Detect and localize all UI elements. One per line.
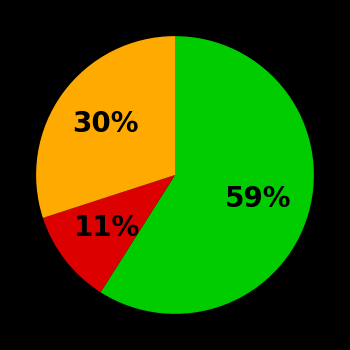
Wedge shape — [36, 36, 175, 218]
Wedge shape — [100, 36, 314, 314]
Wedge shape — [43, 175, 175, 292]
Text: 11%: 11% — [74, 214, 140, 242]
Text: 30%: 30% — [72, 110, 139, 138]
Text: 59%: 59% — [224, 185, 291, 213]
